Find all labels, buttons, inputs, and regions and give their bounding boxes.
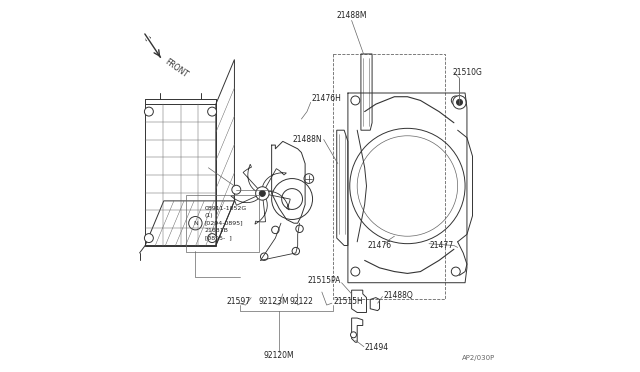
Circle shape: [145, 234, 154, 243]
Bar: [333, 54, 445, 299]
Circle shape: [292, 247, 300, 255]
Text: 21488M: 21488M: [337, 11, 367, 20]
Circle shape: [207, 107, 216, 116]
Circle shape: [351, 96, 360, 105]
Text: 21488Q: 21488Q: [383, 291, 413, 300]
Circle shape: [304, 174, 314, 183]
Text: 21515H: 21515H: [333, 297, 363, 306]
Circle shape: [255, 187, 269, 200]
Circle shape: [260, 253, 268, 260]
Text: FRONT: FRONT: [163, 58, 189, 80]
Circle shape: [271, 226, 279, 234]
Text: 21494: 21494: [365, 343, 388, 352]
Circle shape: [189, 217, 202, 230]
Text: 21597: 21597: [226, 297, 250, 306]
Circle shape: [259, 190, 266, 196]
Text: 08911-1052G
(1)
[0294-0895]
21631B
[0895-  ]: 08911-1052G (1) [0294-0895] 21631B [0895…: [205, 206, 247, 241]
Circle shape: [296, 225, 303, 232]
Circle shape: [451, 96, 460, 105]
Text: AP2/030P: AP2/030P: [461, 355, 495, 361]
Text: 92122: 92122: [289, 297, 313, 306]
Circle shape: [451, 267, 460, 276]
Text: 21488N: 21488N: [292, 135, 322, 144]
Text: 21476H: 21476H: [312, 94, 342, 103]
Text: 21476: 21476: [367, 241, 392, 250]
Circle shape: [351, 332, 356, 338]
Text: 21510G: 21510G: [452, 68, 482, 77]
Circle shape: [453, 96, 466, 109]
Text: 92120M: 92120M: [264, 351, 294, 360]
Circle shape: [207, 234, 216, 243]
Text: N: N: [193, 221, 198, 226]
Text: 21515PA: 21515PA: [307, 276, 340, 285]
Text: 92123M: 92123M: [258, 297, 289, 306]
Circle shape: [351, 267, 360, 276]
Text: 21477: 21477: [429, 241, 454, 250]
Circle shape: [145, 107, 154, 116]
Circle shape: [456, 99, 463, 105]
Circle shape: [232, 185, 241, 194]
